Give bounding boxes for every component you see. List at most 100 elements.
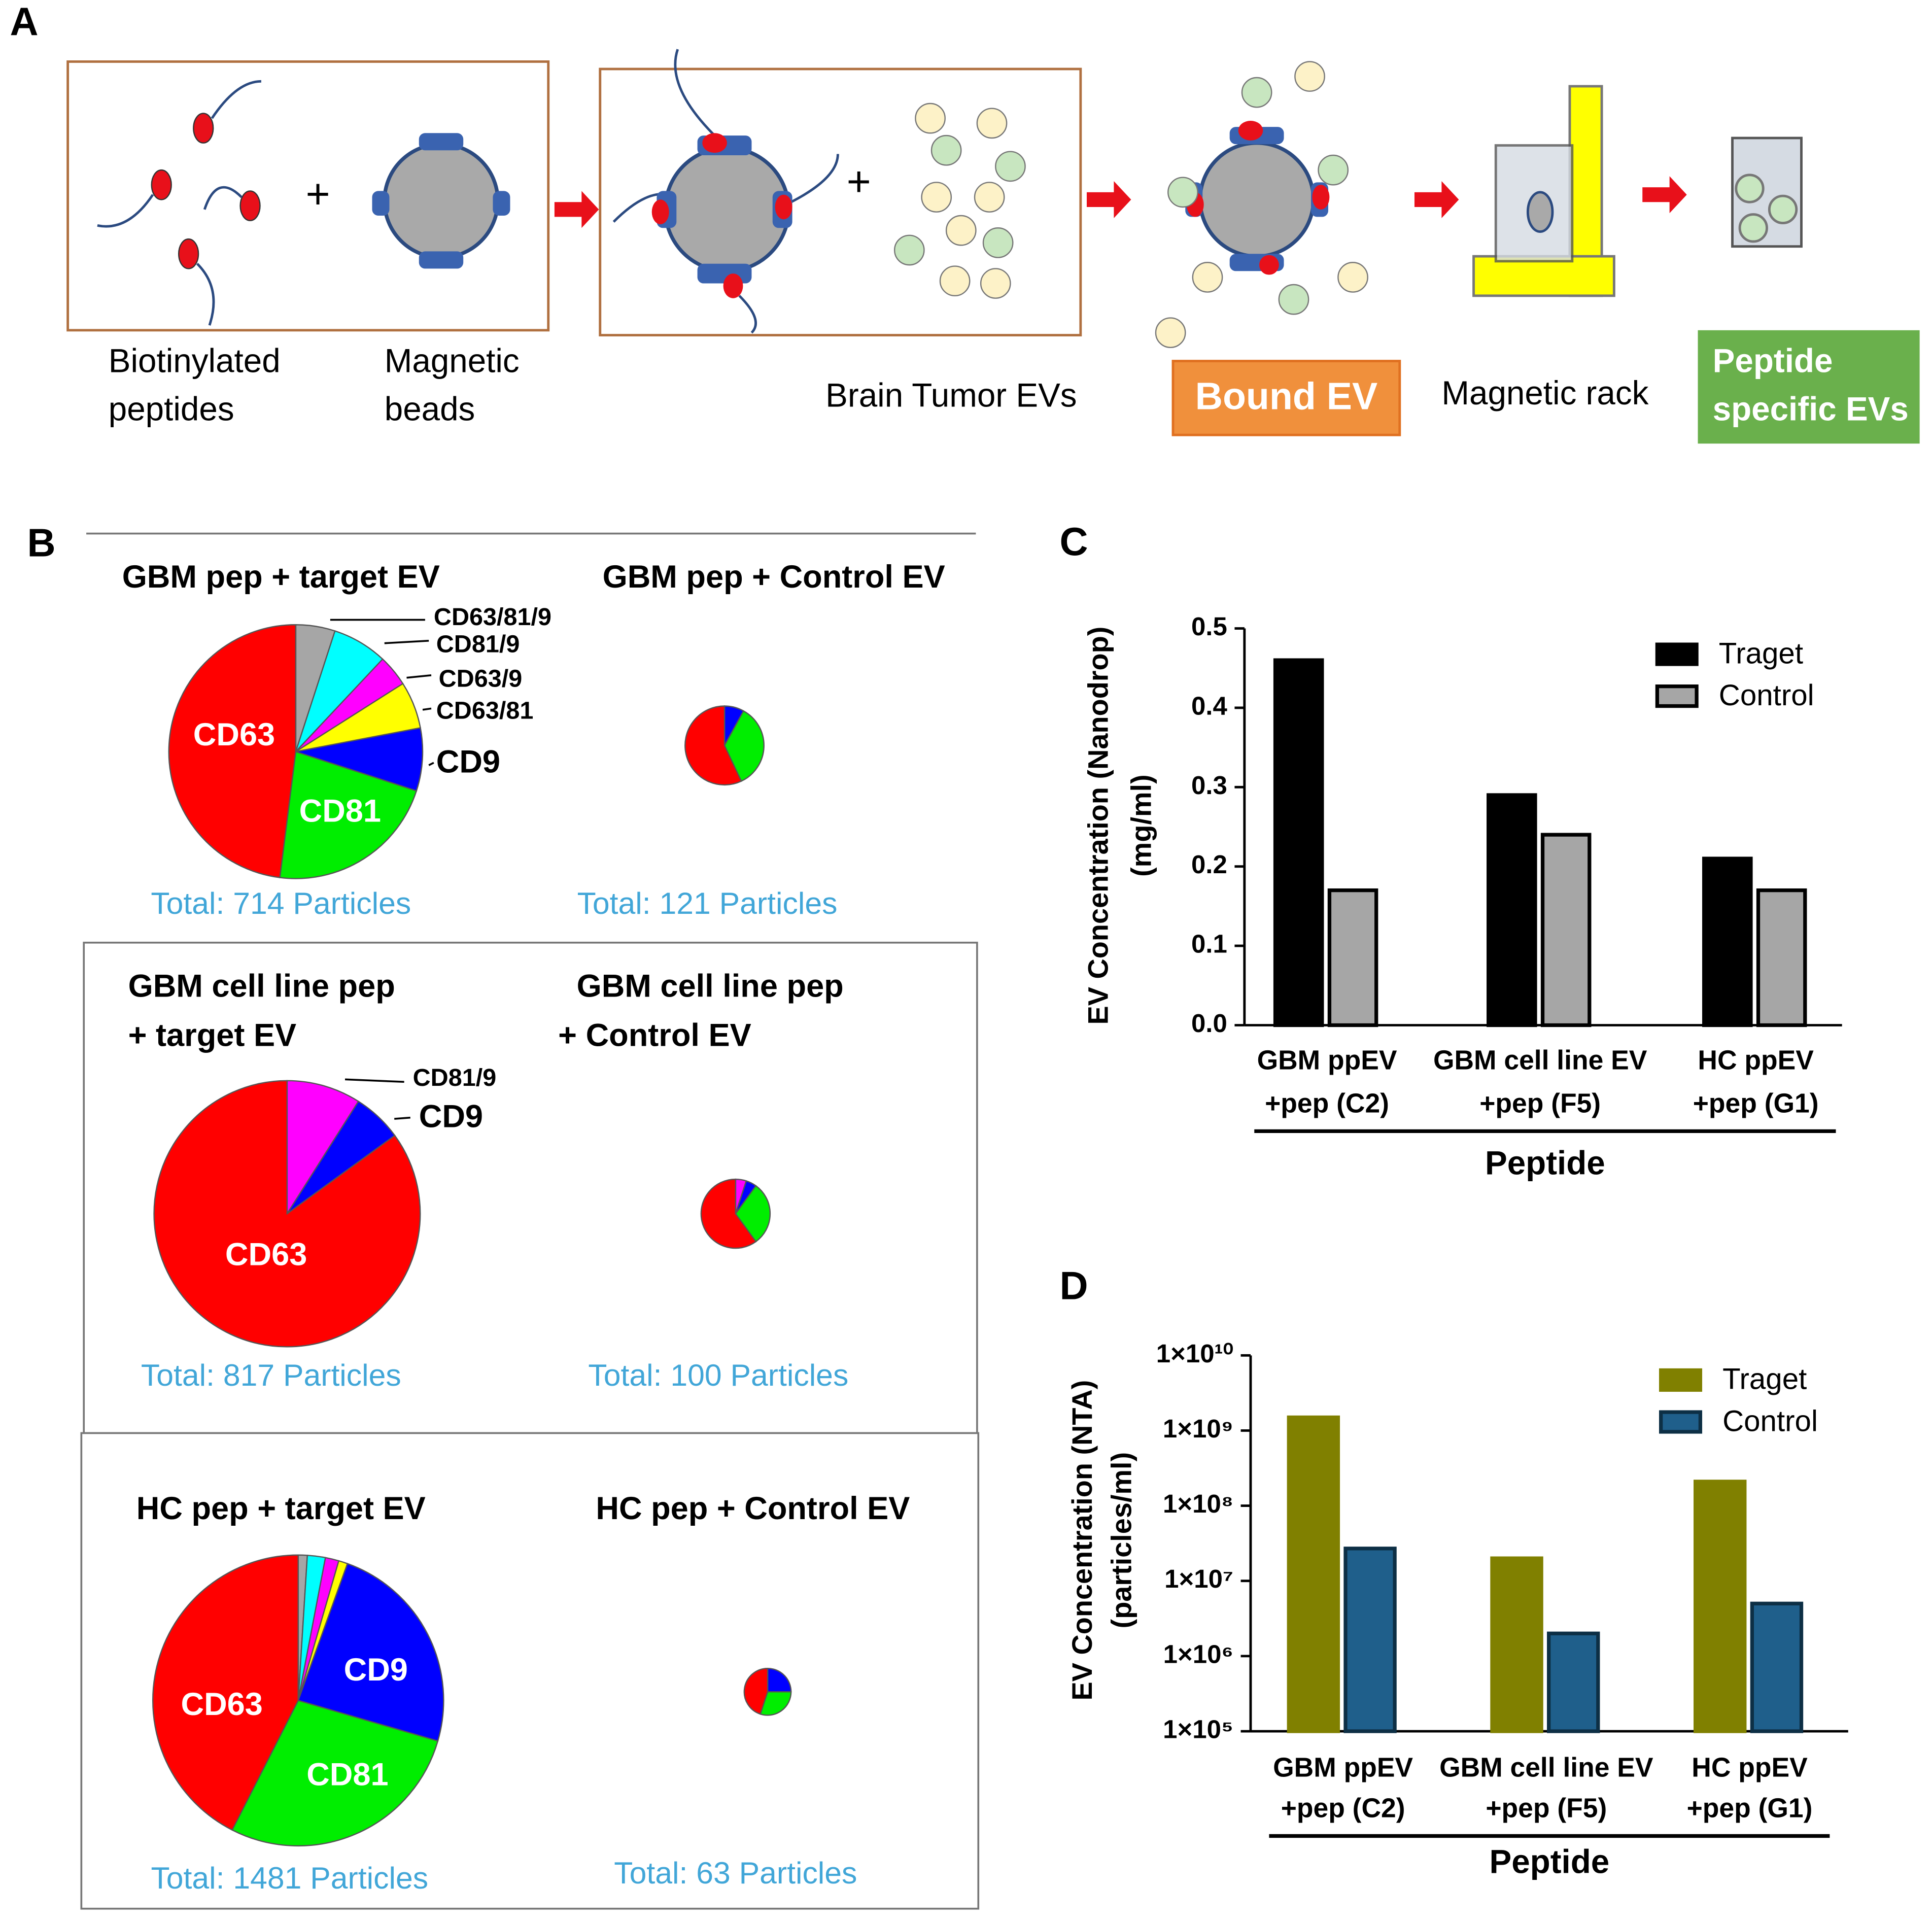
x-axis-title: Peptide [1490, 1843, 1610, 1880]
diagram-label: Bound EV [1195, 375, 1378, 418]
slice-label: CD63 [193, 717, 275, 752]
pie-slice [684, 705, 742, 786]
bar [1750, 1601, 1804, 1733]
pie-title: GBM cell line pep [577, 968, 844, 1004]
bar [1343, 1547, 1397, 1733]
panel-a-drawing [66, 49, 1920, 444]
pie-slice [760, 1691, 792, 1716]
leader-line [422, 707, 432, 711]
bar [1490, 1556, 1543, 1733]
panel-label: A [10, 0, 38, 44]
slice-label: CD81/9 [413, 1064, 497, 1091]
slice-label: CD63 [225, 1237, 307, 1273]
pie-slice [295, 630, 384, 752]
diagram-label: Brain Tumor EVs [825, 377, 1077, 414]
x-tick-label: +pep (F5) [1479, 1088, 1601, 1118]
y-tick-label: 1×10⁸ [1163, 1489, 1233, 1518]
pie-total: Total: 100 Particles [588, 1358, 848, 1392]
pie-slice [152, 1554, 299, 1831]
legend-label: Traget [1719, 637, 1803, 670]
legend-label: Control [1719, 679, 1814, 712]
y-tick-label: 0.0 [1191, 1009, 1227, 1038]
leader-line [428, 762, 434, 766]
pie-title: HC pep + target EV [136, 1491, 426, 1526]
diagram-label: specific EVs [1713, 390, 1909, 427]
legend-swatch [1655, 684, 1699, 708]
pie-slice [286, 1080, 360, 1216]
y-tick-label: 0.1 [1191, 930, 1227, 958]
y-tick-label: 1×10⁷ [1164, 1564, 1233, 1593]
y-axis-title: (particles/ml) [1106, 1452, 1137, 1629]
bar [1547, 1631, 1600, 1733]
bar [1756, 888, 1807, 1027]
slice-label: CD63 [181, 1687, 263, 1722]
legend-label: Traget [1722, 1363, 1807, 1396]
diagram-label: peptides [109, 390, 234, 427]
legend-swatch [1659, 1410, 1703, 1434]
pie-slice [168, 624, 297, 878]
slice-label: CD81/9 [436, 630, 520, 658]
y-tick-label: 0.3 [1191, 771, 1227, 800]
pie-total: Total: 1481 Particles [151, 1861, 428, 1895]
legend-swatch [1655, 642, 1699, 666]
diagram-label: Peptide [1713, 342, 1833, 380]
x-tick-label: +pep (F5) [1486, 1794, 1607, 1824]
pie-title: + target EV [128, 1017, 297, 1053]
pie-title: GBM cell line pep [128, 968, 395, 1004]
slice-label: CD81 [299, 793, 381, 829]
x-tick-label: +pep (G1) [1693, 1088, 1819, 1118]
y-tick-label: 1×10⁹ [1163, 1414, 1233, 1443]
pie-slice [231, 1699, 439, 1847]
pie-slice [153, 1080, 421, 1348]
pie-title: HC pep + Control EV [596, 1491, 910, 1526]
panel-label: C [1060, 520, 1088, 564]
pie-total: Total: 714 Particles [151, 886, 411, 920]
y-tick-label: 0.5 [1191, 612, 1227, 641]
x-tick-label: HC ppEV [1698, 1045, 1814, 1075]
x-tick-label: +pep (C2) [1265, 1088, 1389, 1118]
leader-line [394, 1116, 410, 1120]
diagram-label: Magnetic [385, 342, 520, 380]
bar [1287, 1415, 1340, 1733]
y-tick-label: 1×10⁵ [1163, 1714, 1233, 1743]
x-tick-label: GBM cell line EV [1433, 1045, 1647, 1075]
pie-total: Total: 121 Particles [577, 886, 838, 920]
y-axis-title: EV Concentration (NTA) [1066, 1380, 1098, 1701]
slice-label: CD81 [306, 1757, 388, 1793]
x-tick-label: +pep (C2) [1281, 1794, 1405, 1824]
pie-slice [743, 1667, 769, 1715]
y-axis-title: (mg/ml) [1125, 774, 1157, 877]
x-tick-label: GBM ppEV [1273, 1753, 1413, 1782]
panel-b-frames [80, 532, 980, 1910]
pie-title: GBM pep + target EV [122, 559, 440, 595]
diagram-label: Magnetic rack [1441, 374, 1648, 411]
x-tick-label: GBM ppEV [1257, 1045, 1397, 1075]
panel-label: D [1060, 1264, 1088, 1308]
pie-slice [279, 750, 418, 879]
slice-label: CD63/81 [436, 697, 534, 724]
y-tick-label: 1×10¹⁰ [1156, 1339, 1233, 1368]
diagram-label: beads [385, 390, 475, 427]
y-tick-label: 0.4 [1191, 691, 1228, 720]
x-axis-title: Peptide [1485, 1145, 1605, 1182]
slice-label: CD9 [344, 1652, 408, 1688]
x-tick-label: +pep (G1) [1687, 1794, 1813, 1824]
slice-label: CD63/81/9 [434, 603, 551, 631]
pie-total: Total: 817 Particles [141, 1358, 401, 1392]
slice-label: CD63/9 [439, 665, 523, 692]
pie-total: Total: 63 Particles [614, 1856, 857, 1890]
y-axis-title: EV Concentration (Nanodrop) [1082, 627, 1114, 1025]
slice-label: CD9 [436, 744, 500, 779]
bar [1540, 833, 1592, 1027]
pie-slice [723, 710, 765, 782]
bar [1273, 658, 1324, 1027]
legend-label: Control [1722, 1404, 1818, 1437]
x-tick-label: HC ppEV [1692, 1753, 1808, 1782]
bar [1327, 888, 1378, 1027]
y-tick-label: 1×10⁶ [1163, 1639, 1233, 1668]
pie-slice [297, 1563, 444, 1742]
bar [1694, 1480, 1747, 1733]
pie-title: GBM pep + Control EV [603, 559, 945, 595]
y-tick-label: 0.2 [1191, 850, 1227, 879]
